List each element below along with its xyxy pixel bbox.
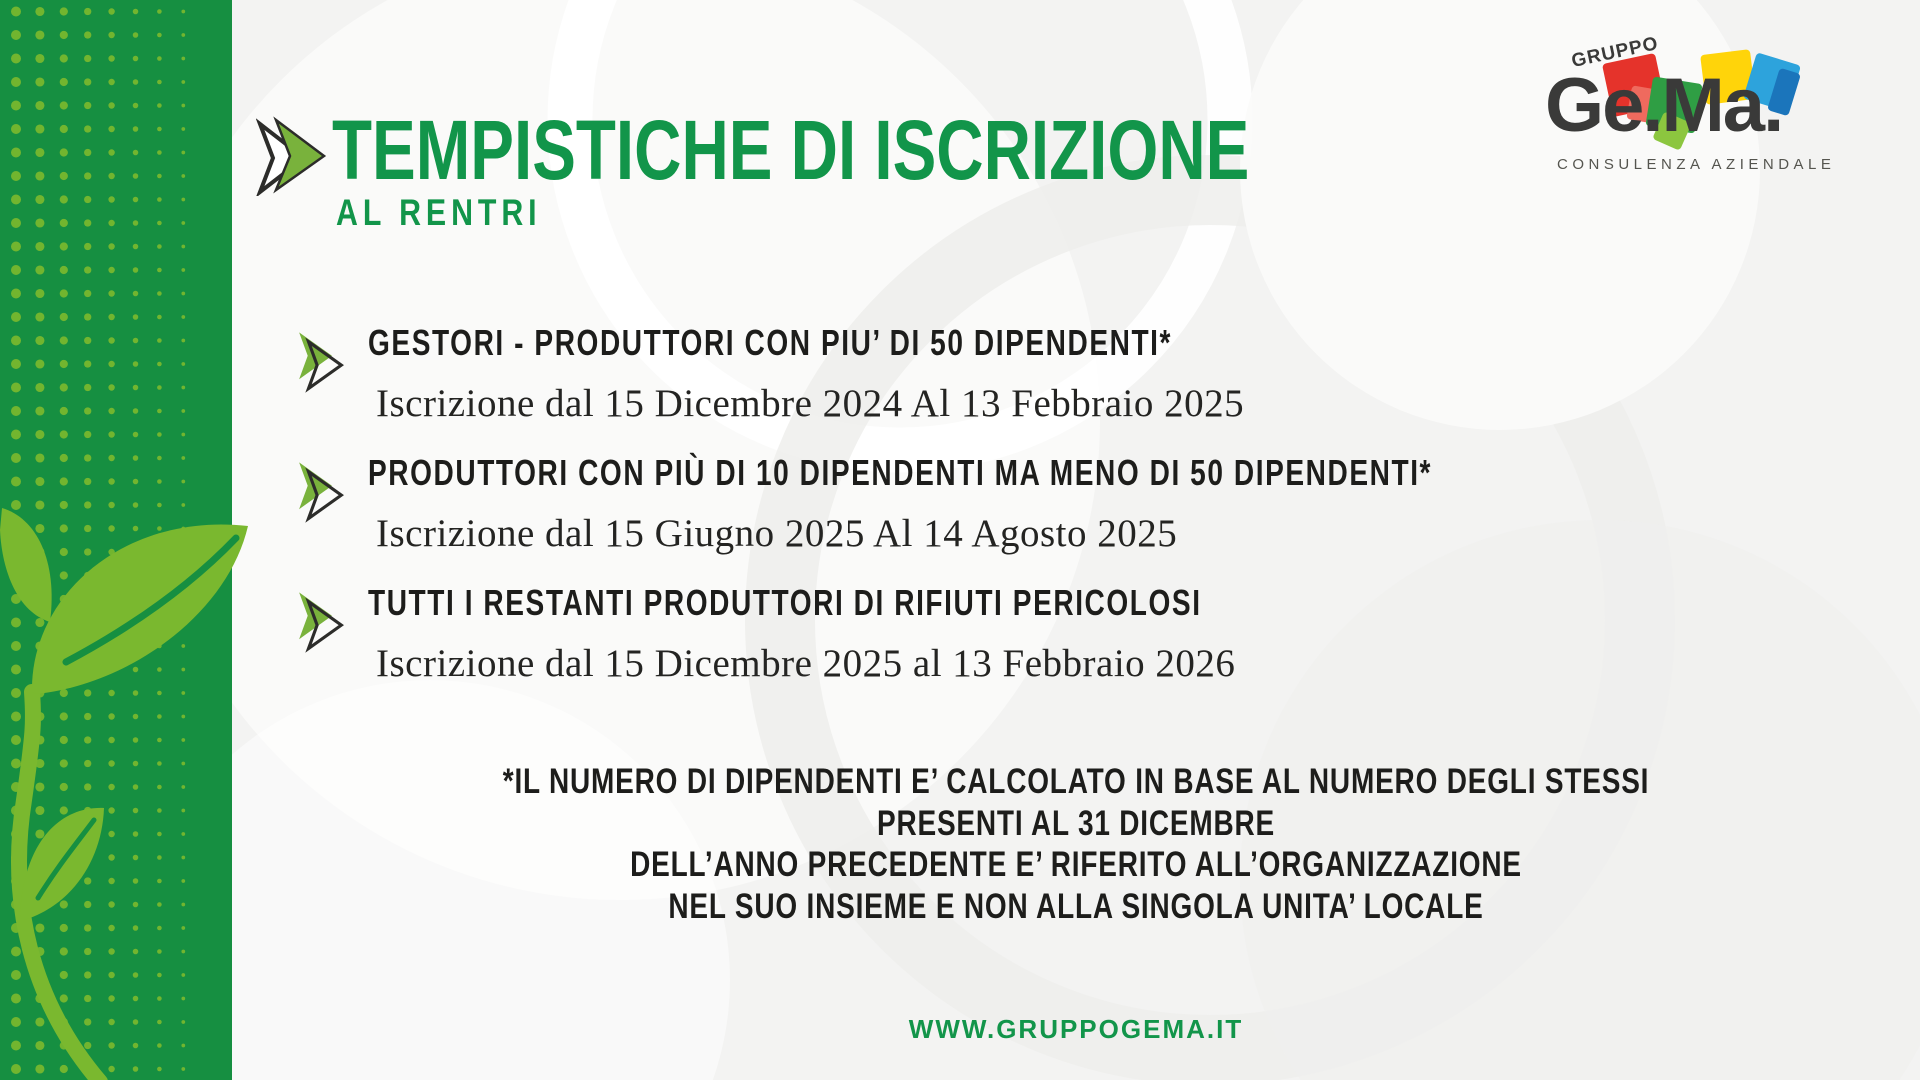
chevron-arrow-icon — [299, 592, 345, 653]
leaf-decoration — [0, 508, 249, 1080]
list-item: PRODUTTORI CON PIÙ DI 10 DIPENDENTI MA M… — [296, 452, 1696, 558]
list-item: TUTTI I RESTANTI PRODUTTORI DI RIFIUTI P… — [296, 582, 1696, 688]
footer: WWW.GRUPPOGEMA.IT — [232, 1014, 1920, 1045]
footnote: *IL NUMERO DI DIPENDENTI E’ CALCOLATO IN… — [232, 761, 1920, 927]
bullet-detail: Iscrizione dal 15 Dicembre 2024 Al 13 Fe… — [376, 382, 1245, 425]
page-title: TEMPISTICHE DI ISCRIZIONE — [332, 103, 1250, 197]
bullet-detail: Iscrizione dal 15 Giugno 2025 Al 14 Agos… — [376, 512, 1178, 555]
chevron-arrow-icon — [299, 332, 345, 393]
registration-deadlines-list: GESTORI - PRODUTTORI CON PIU’ DI 50 DIPE… — [296, 322, 1696, 712]
title-chevron-arrow-icon — [256, 116, 327, 196]
footnote-line: DELL’ANNO PRECEDENTE E’ RIFERITO ALL’ORG… — [630, 845, 1522, 884]
chevron-arrow-icon — [299, 462, 345, 523]
page-subtitle: AL RENTRI — [336, 192, 542, 233]
gema-logo: GRUPPO Ge.Ma. CONSULENZA AZIENDALE — [1545, 33, 1845, 186]
footnote-line: NEL SUO INSIEME E NON ALLA SINGOLA UNITA… — [668, 886, 1484, 926]
bullet-heading: PRODUTTORI CON PIÙ DI 10 DIPENDENTI MA M… — [368, 452, 1433, 493]
logo-name: Ge.Ma. — [1545, 63, 1784, 148]
footnote-line: *IL NUMERO DI DIPENDENTI E’ CALCOLATO IN… — [502, 762, 1650, 801]
bullet-heading: GESTORI - PRODUTTORI CON PIU’ DI 50 DIPE… — [368, 322, 1173, 363]
logo-tagline: CONSULENZA AZIENDALE — [1557, 156, 1836, 173]
website-url: WWW.GRUPPOGEMA.IT — [908, 1014, 1244, 1044]
bullet-heading: TUTTI I RESTANTI PRODUTTORI DI RIFIUTI P… — [368, 582, 1202, 623]
bullet-detail: Iscrizione dal 15 Dicembre 2025 al 13 Fe… — [376, 642, 1236, 685]
footnote-line: PRESENTI AL 31 DICEMBRE — [876, 803, 1276, 843]
list-item: GESTORI - PRODUTTORI CON PIU’ DI 50 DIPE… — [296, 322, 1696, 428]
